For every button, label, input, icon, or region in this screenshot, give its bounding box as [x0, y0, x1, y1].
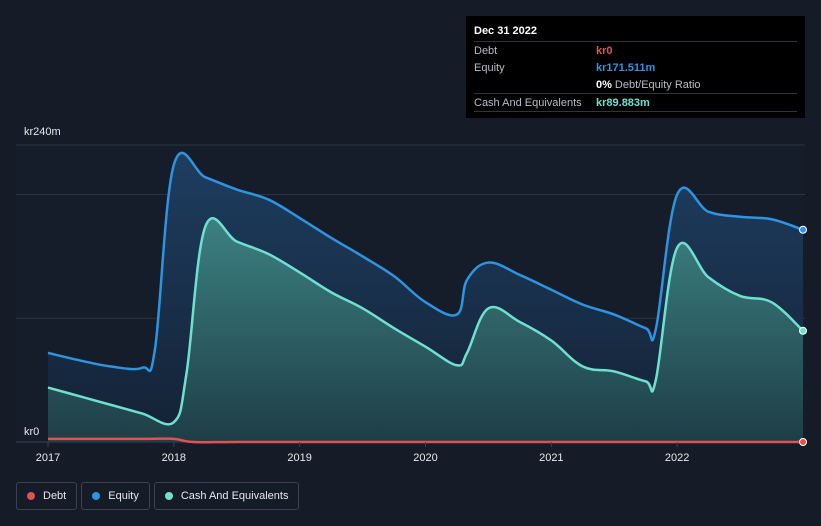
- tooltip-ratio-label: Debt/Equity Ratio: [614, 78, 701, 91]
- cash-end-marker: [799, 326, 807, 335]
- cash-line: [47, 217, 804, 426]
- legend: Debt Equity Cash And Equivalents: [16, 482, 300, 510]
- tooltip-row-equity: Equity kr171.511m: [474, 59, 797, 76]
- tooltip-row-ratio: 0% Debt/Equity Ratio: [474, 76, 797, 93]
- tooltip-equity-label: Equity: [474, 61, 505, 74]
- tooltip-debt-label: Debt: [474, 44, 498, 57]
- tooltip: Dec 31 2022 Debt kr0 Equity kr171.511m 0…: [466, 16, 805, 118]
- x-axis: 2017 2018 2019 2020 2021 2022: [36, 442, 689, 464]
- debt-end-marker: [799, 438, 807, 446]
- equity-end-marker: [799, 225, 807, 234]
- y-axis: kr240m kr0: [24, 126, 61, 438]
- tooltip-equity-value: kr171.511m: [596, 61, 656, 74]
- legend-item-debt[interactable]: Debt: [16, 482, 78, 510]
- x-tick-label: 2019: [287, 452, 311, 464]
- tooltip-date: Dec 31 2022: [474, 25, 537, 37]
- series-lines: [47, 151, 804, 444]
- cash-area: [48, 218, 803, 442]
- x-tick-label: 2017: [36, 452, 60, 464]
- legend-label-equity: Equity: [108, 490, 139, 502]
- y-tick-label-top: kr240m: [24, 126, 61, 138]
- tooltip-ratio-value: 0%: [596, 78, 612, 91]
- cash-dot-icon: [164, 492, 173, 500]
- legend-label-cash: Cash And Equivalents: [180, 490, 289, 502]
- tooltip-cash-label: Cash And Equivalents: [474, 96, 582, 109]
- tooltip-row-cash: Cash And Equivalents kr89.883m: [474, 93, 797, 111]
- equity-dot-icon: [92, 492, 101, 500]
- end-markers: [799, 225, 807, 446]
- legend-label-debt: Debt: [43, 490, 67, 502]
- series-areas: [48, 152, 803, 442]
- legend-item-equity[interactable]: Equity: [81, 482, 150, 510]
- x-tick-label: 2020: [413, 452, 437, 464]
- tooltip-row-debt: Debt kr0: [474, 41, 797, 59]
- equity-line: [47, 151, 804, 373]
- x-tick-label: 2018: [162, 452, 186, 464]
- debt-dot-icon: [27, 492, 35, 500]
- x-tick-label: 2021: [539, 452, 563, 464]
- tooltip-cash-value: kr89.883m: [596, 96, 650, 109]
- debt-line: [48, 437, 803, 444]
- tooltip-debt-value: kr0: [596, 44, 613, 57]
- legend-item-cash[interactable]: Cash And Equivalents: [153, 482, 300, 510]
- x-tick-label: 2022: [665, 452, 689, 464]
- y-tick-label-bottom: kr0: [24, 426, 39, 438]
